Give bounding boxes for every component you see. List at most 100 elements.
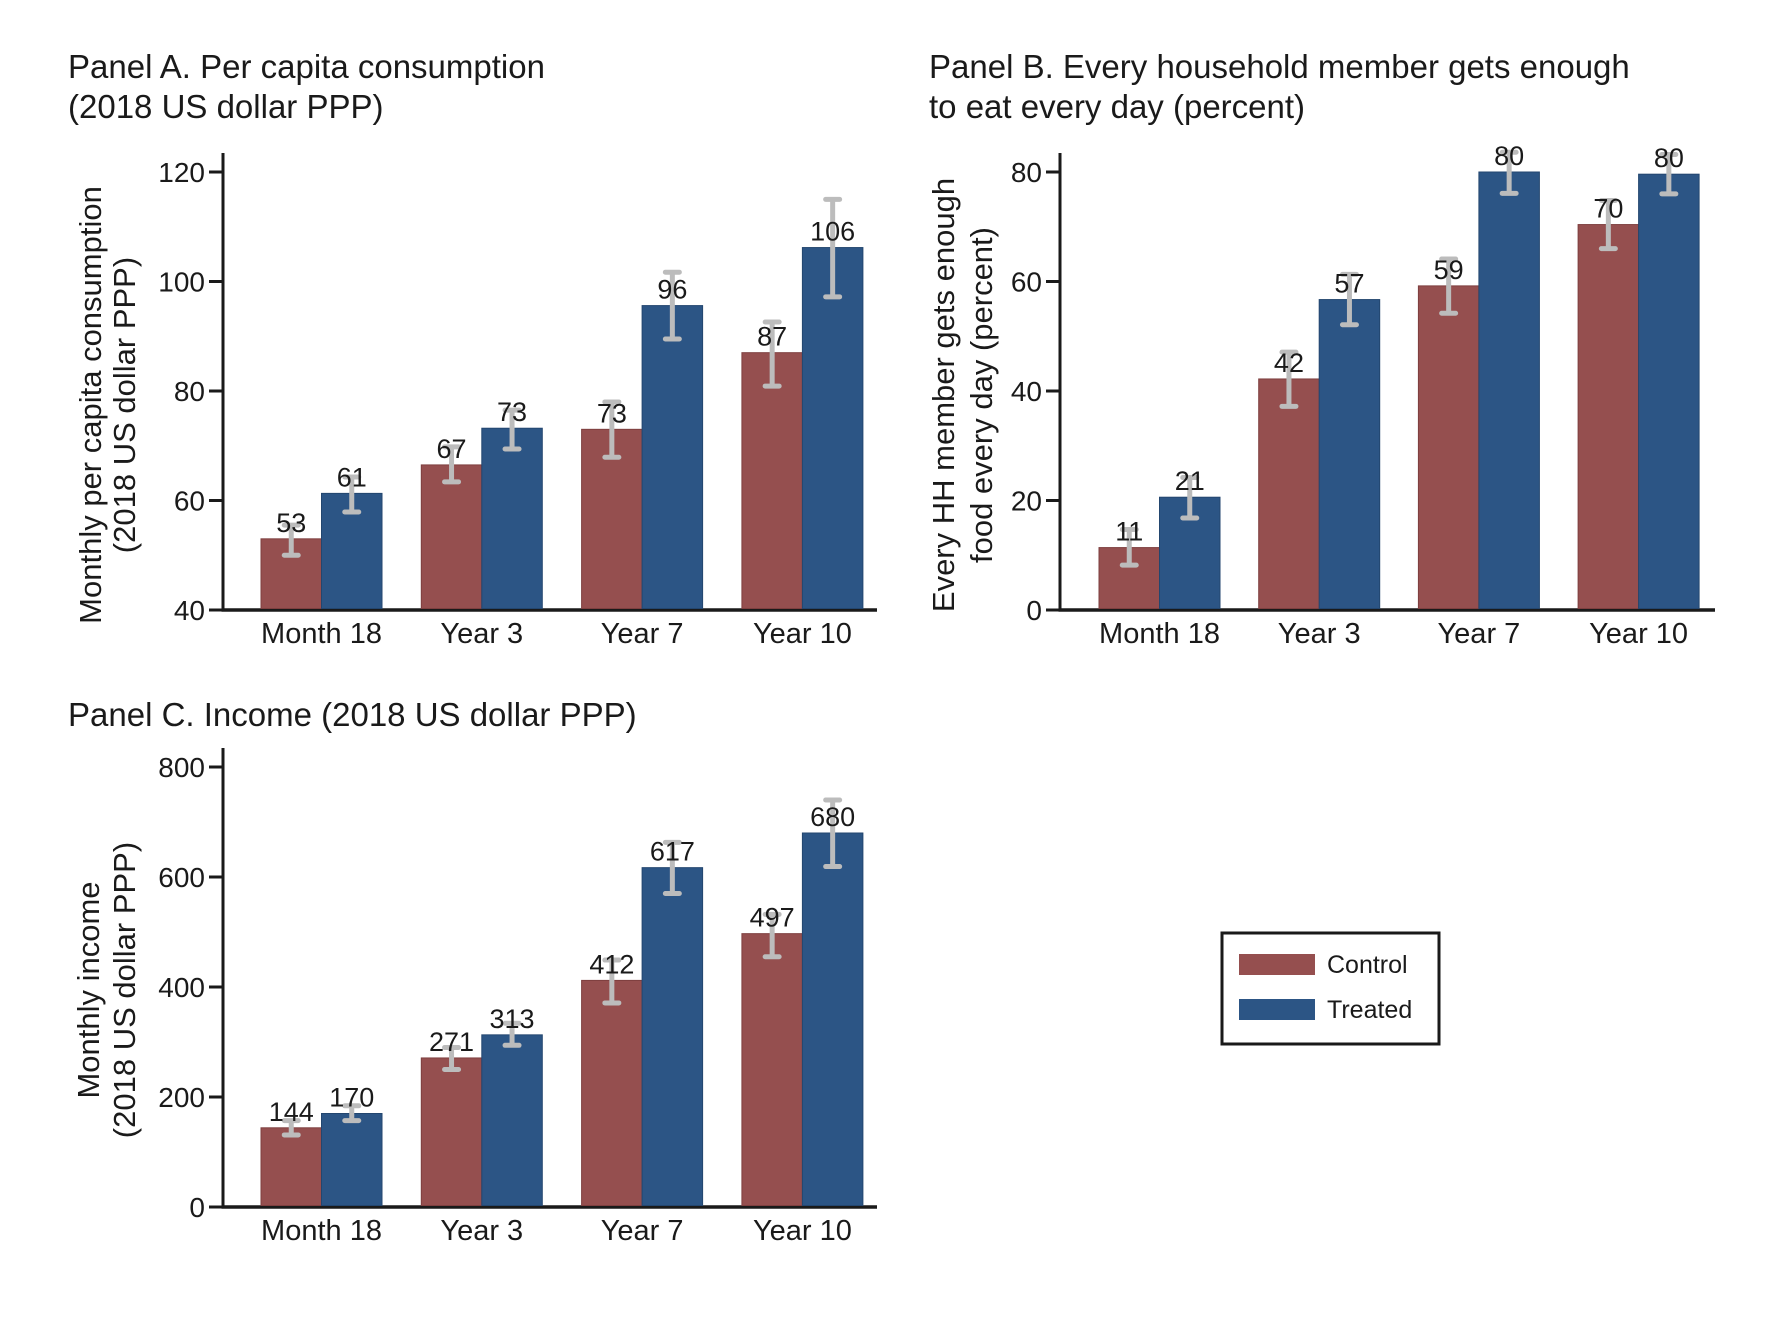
y-tick-label: 20 [1011,486,1042,517]
error-bar [502,1020,522,1048]
bar-control-year-10 [741,352,803,609]
y-tick-label: 0 [189,1192,205,1223]
data-label: 53 [276,508,306,538]
y-axis-label: (2018 US dollar PPP) [107,842,142,1138]
data-label: 87 [757,322,787,352]
x-category-label: Year 7 [601,618,684,650]
error-bar [1279,349,1299,409]
x-category-label: Year 7 [1438,618,1521,650]
error-bar [602,399,622,460]
panel-a-consumption-chart: Panel A. Per capita consumption(2018 US … [68,48,877,650]
error-bar [342,474,362,515]
data-label: 57 [1334,269,1364,299]
error-bar [602,957,622,1006]
data-label: 170 [329,1083,374,1113]
error-bar [662,839,682,896]
data-label: 680 [810,802,855,832]
panel-title: to eat every day (percent) [929,88,1305,125]
data-label: 21 [1175,466,1205,496]
bar-control-year-7 [1417,285,1480,609]
bar-treated-year-10 [801,247,864,609]
error-bar [762,911,782,960]
error-bar [823,196,843,300]
data-label: 73 [597,398,627,428]
y-tick-label: 800 [158,752,205,783]
y-tick-label: 100 [158,267,205,298]
error-bar [1339,271,1359,328]
error-bar [442,444,462,485]
error-bar [762,319,782,389]
y-axis-label: Monthly per capita consumption [73,186,108,624]
y-tick-label: 60 [174,486,205,517]
panel-title: Panel B. Every household member gets eno… [929,48,1630,85]
y-tick-label: 40 [174,595,205,626]
bar-control-year-10 [741,933,803,1207]
bar-control-year-3 [1258,378,1320,609]
data-label: 313 [490,1004,535,1034]
error-bar [442,1045,462,1072]
bar-control-year-3 [420,464,483,609]
x-category-label: Year 3 [1278,618,1361,650]
bar-treated-year-10 [801,832,864,1206]
bar-control-month-18 [260,1127,322,1207]
bar-treated-year-7 [641,305,704,609]
y-tick-label: 80 [174,376,205,407]
bar-treated-year-3 [1318,299,1381,609]
panel-c-income-chart: Panel C. Income (2018 US dollar PPP) Mont… [68,696,877,1247]
data-label: 70 [1593,194,1623,224]
error-bar [281,1118,301,1138]
bar-treated-year-7 [641,867,704,1207]
data-label: 59 [1434,255,1464,285]
error-bar [1659,151,1679,197]
data-label: 67 [437,434,467,464]
data-label: 617 [650,837,695,867]
panel-b-food-security-chart: Panel B. Every household member gets eno… [926,48,1715,650]
panel-title: Panel C. Income (2018 US dollar PPP) [68,696,637,733]
bar-treated-year-3 [481,1034,543,1206]
y-tick-label: 120 [158,157,205,188]
error-bar [1598,197,1618,252]
data-label: 96 [657,275,687,305]
panel-title: (2018 US dollar PPP) [68,88,383,125]
y-axis-label: food every day (percent) [964,227,999,563]
y-tick-label: 40 [1011,376,1042,407]
data-label: 497 [750,903,795,933]
data-label: 61 [337,462,367,492]
error-bar [1499,149,1519,196]
bar-treated-year-3 [481,427,543,610]
legend: Control Treated [1220,931,1441,1046]
bar-control-year-3 [420,1057,483,1206]
data-label: 73 [497,397,527,427]
legend-box [1220,931,1441,1046]
y-tick-label: 600 [158,862,205,893]
bar-treated-year-10 [1638,173,1700,609]
error-bar [823,797,843,870]
panel-title: Panel A. Per capita consumption [68,48,545,85]
y-tick-label: 400 [158,972,205,1003]
bar-treated-year-7 [1478,171,1540,609]
data-label: 144 [269,1097,314,1127]
x-category-label: Month 18 [261,618,382,650]
error-bar [662,269,682,342]
y-tick-label: 200 [158,1082,205,1113]
x-category-label: Month 18 [261,1215,382,1247]
x-category-label: Year 3 [440,618,523,650]
y-tick-label: 60 [1011,267,1042,298]
data-label: 80 [1494,141,1524,171]
x-category-label: Year 3 [440,1215,523,1247]
data-label: 42 [1274,348,1304,378]
error-bar [1119,527,1139,568]
y-axis-label: Monthly income [71,881,106,1098]
error-bar [342,1103,362,1124]
data-label: 11 [1115,517,1143,547]
x-category-label: Year 10 [753,1215,852,1247]
error-bar [1180,475,1200,521]
y-tick-label: 0 [1026,595,1042,626]
legend-label-control: Control [1327,951,1408,979]
bar-control-year-7 [581,979,643,1207]
error-bar [1439,256,1459,316]
data-label: 106 [810,217,855,247]
y-axis-label: (2018 US dollar PPP) [107,257,142,553]
data-label: 271 [429,1027,474,1057]
